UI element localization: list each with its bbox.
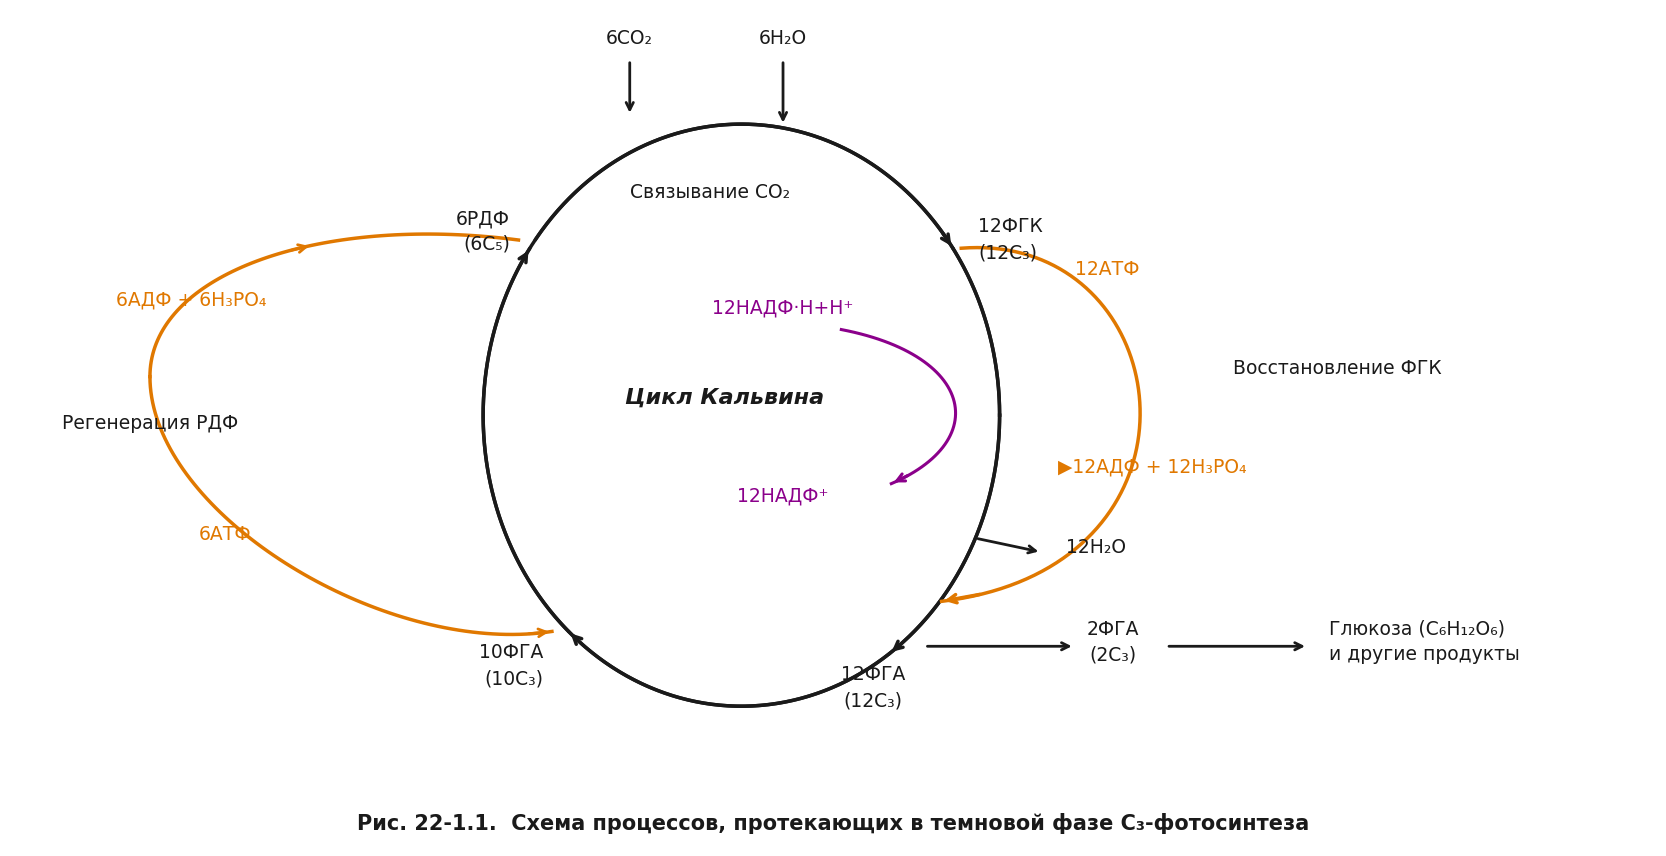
Text: Рис. 22-1.1.  Схема процессов, протекающих в темновой фазе С₃-фотосинтеза: Рис. 22-1.1. Схема процессов, протекающи…	[357, 813, 1309, 834]
Text: (6C₅): (6C₅)	[463, 235, 510, 253]
Text: 12НАДФ·Н+Н⁺: 12НАДФ·Н+Н⁺	[713, 299, 853, 318]
Text: Цикл Кальвина: Цикл Кальвина	[625, 388, 825, 408]
Text: (2C₃): (2C₃)	[1090, 645, 1136, 664]
Text: 6АДФ + 6Н₃РО₄: 6АДФ + 6Н₃РО₄	[117, 290, 267, 309]
Text: 12АТФ: 12АТФ	[1075, 260, 1140, 279]
Text: Связывание CO₂: Связывание CO₂	[630, 183, 790, 202]
Text: (12C₃): (12C₃)	[843, 691, 903, 710]
Text: 2ФГА: 2ФГА	[1086, 620, 1140, 639]
Text: 12H₂O: 12H₂O	[1066, 538, 1126, 557]
Text: 10ФГА: 10ФГА	[480, 644, 543, 663]
Text: 12НАДФ⁺: 12НАДФ⁺	[738, 487, 828, 506]
Text: 12ФГА: 12ФГА	[841, 665, 905, 685]
Text: Регенерация РДФ: Регенерация РДФ	[62, 414, 238, 433]
Text: 6H₂O: 6H₂O	[760, 29, 806, 48]
Text: 12ФГК: 12ФГК	[978, 217, 1043, 236]
Text: 6CO₂: 6CO₂	[606, 29, 653, 48]
Text: Восстановление ФГК: Восстановление ФГК	[1233, 359, 1441, 377]
Text: ▶12АДФ + 12Н₃РО₄: ▶12АДФ + 12Н₃РО₄	[1058, 457, 1246, 476]
Text: (12C₃): (12C₃)	[978, 243, 1036, 262]
Text: Глюкоза (C₆H₁₂O₆): Глюкоза (C₆H₁₂O₆)	[1329, 620, 1506, 639]
Text: и другие продукты: и другие продукты	[1329, 645, 1519, 664]
Text: (10C₃): (10C₃)	[485, 669, 543, 688]
Text: 6АТФ: 6АТФ	[198, 526, 252, 544]
Text: 6РДФ: 6РДФ	[456, 209, 510, 228]
